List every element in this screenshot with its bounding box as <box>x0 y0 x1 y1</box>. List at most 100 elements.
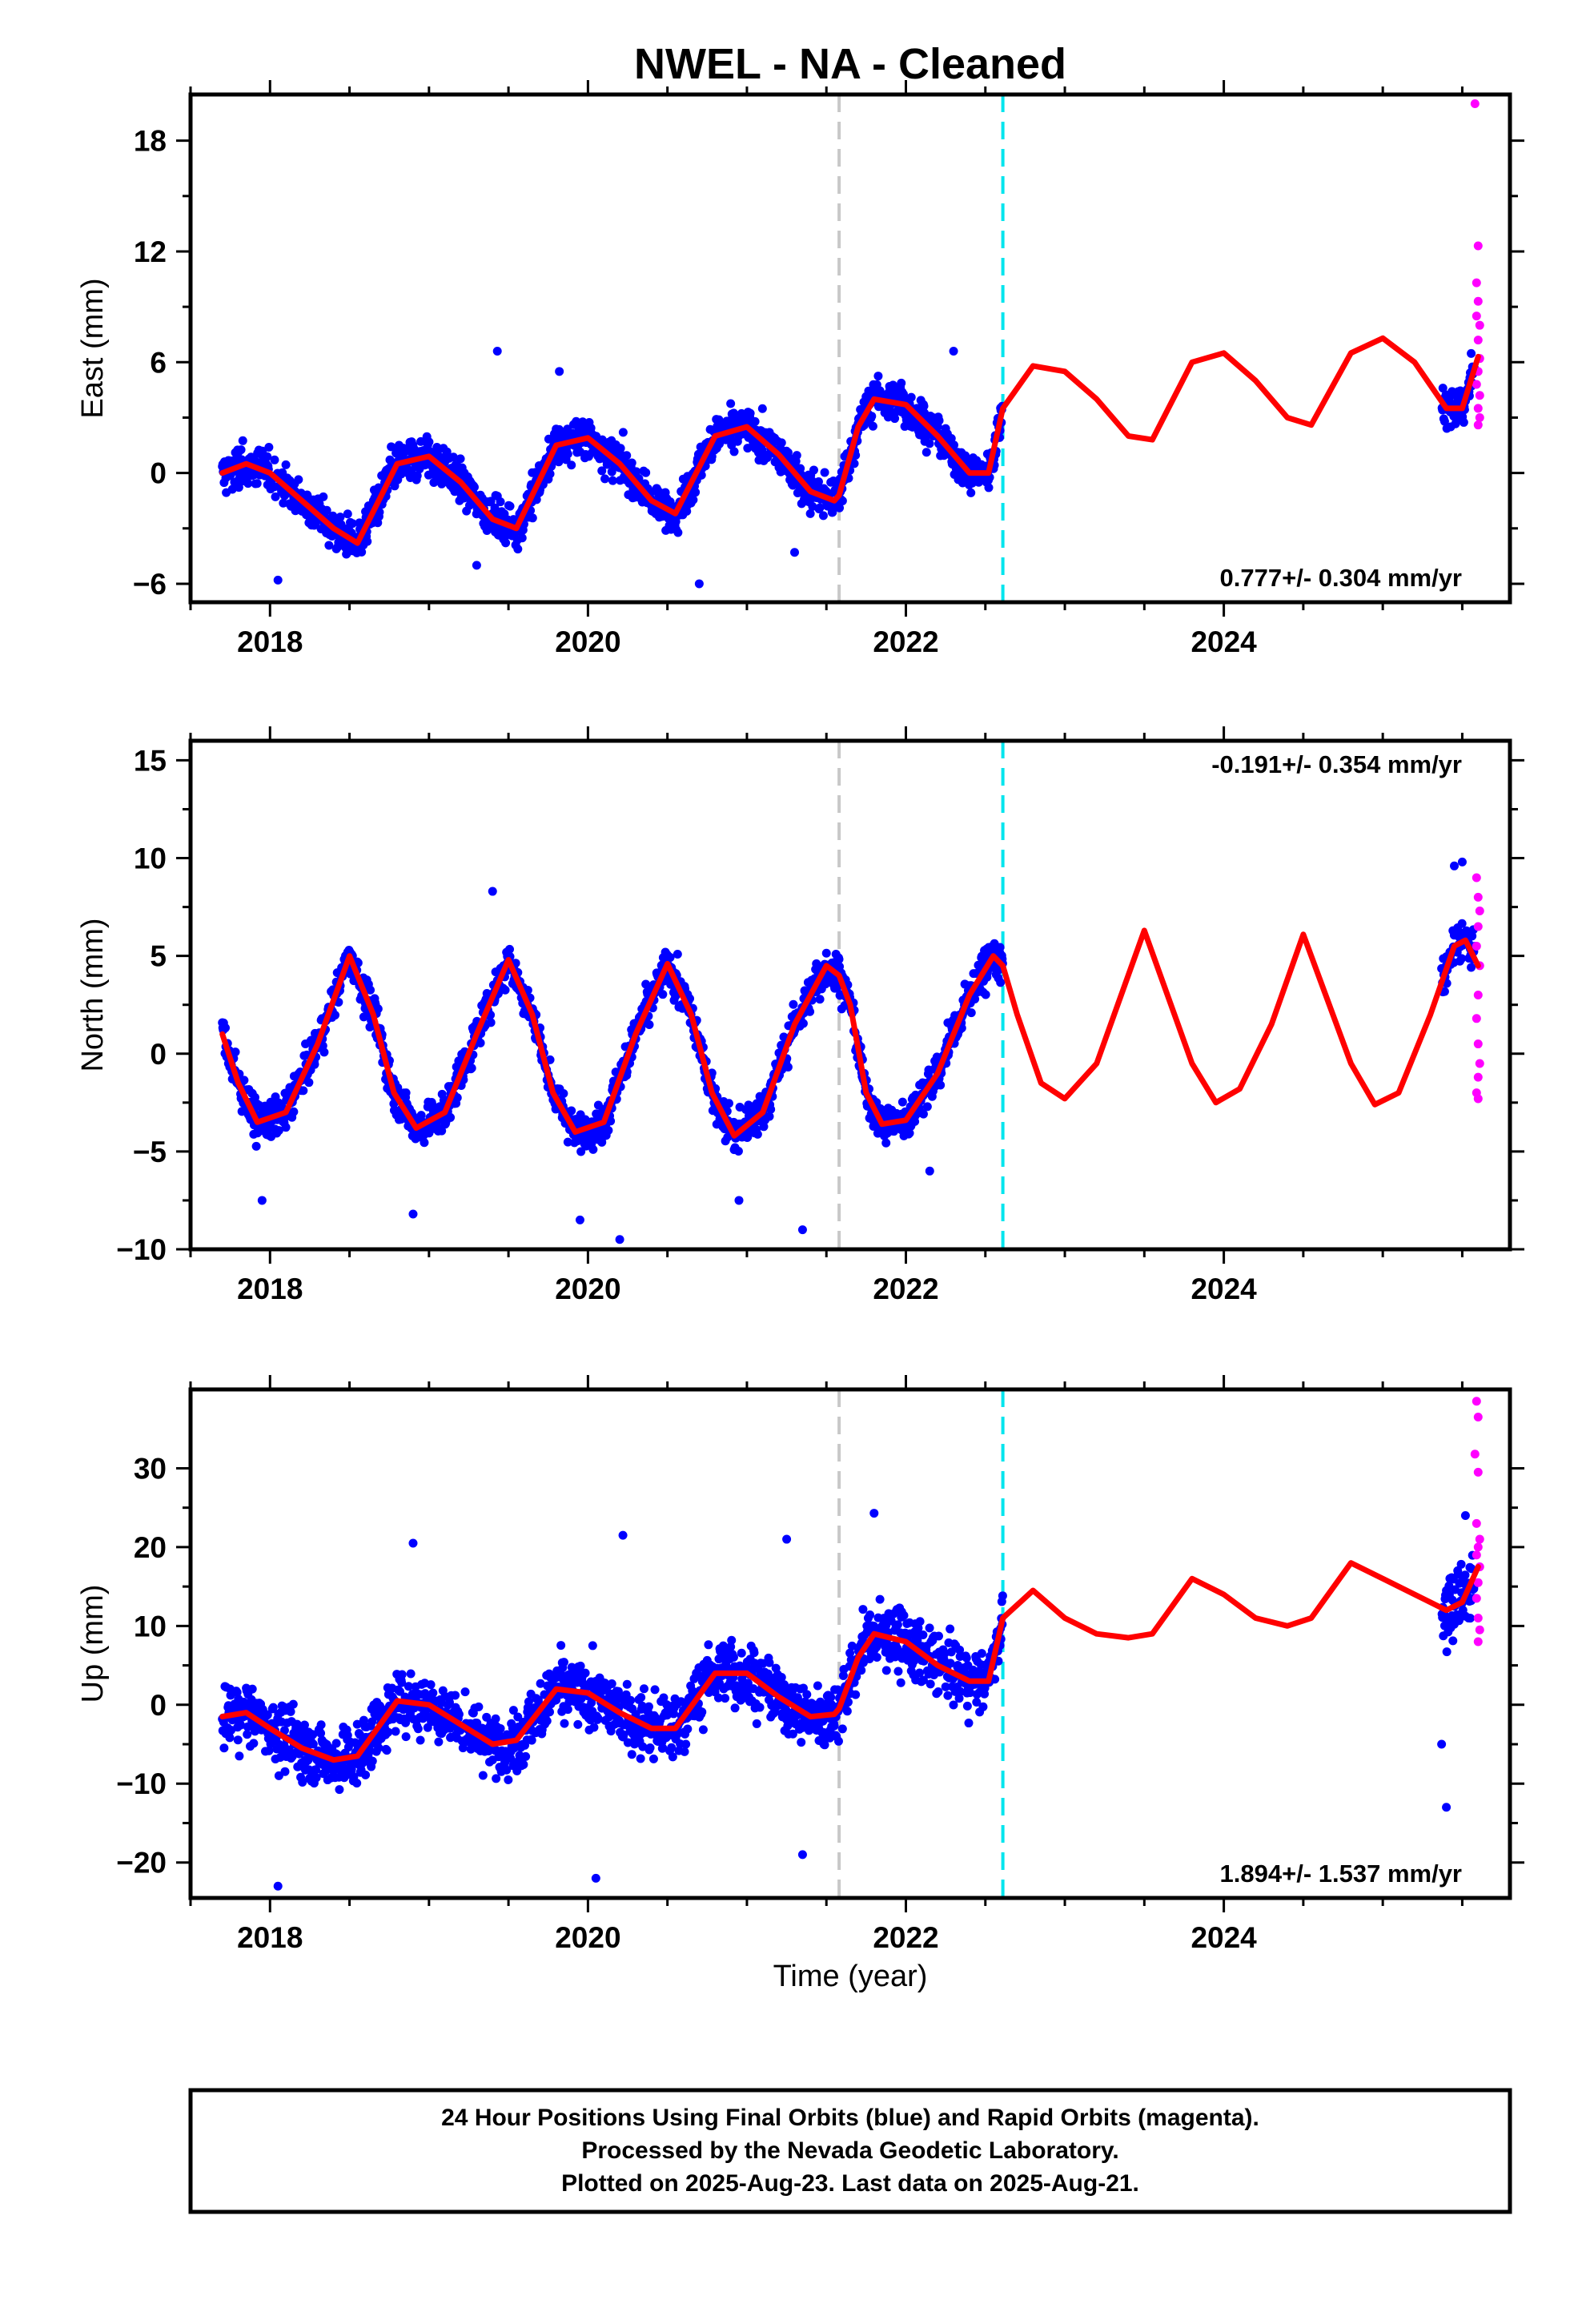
data-point <box>560 1719 569 1728</box>
data-point <box>1459 417 1468 427</box>
data-point <box>753 1129 762 1139</box>
data-point <box>225 1733 235 1743</box>
rapid-point <box>1472 1014 1481 1023</box>
data-point <box>298 1778 307 1787</box>
data-point <box>397 1678 407 1687</box>
rapid-point <box>1473 1094 1483 1104</box>
data-point <box>648 1754 658 1763</box>
rapid-point <box>1470 99 1480 109</box>
data-point <box>777 1672 786 1682</box>
rapid-point <box>1475 1059 1484 1068</box>
data-point <box>527 1735 536 1745</box>
data-point <box>934 1631 943 1641</box>
data-point <box>363 537 372 546</box>
data-point <box>919 401 929 411</box>
data-point <box>408 1209 418 1219</box>
data-point <box>838 1671 848 1680</box>
data-point <box>264 1746 274 1755</box>
data-point <box>962 1653 971 1663</box>
data-point <box>335 513 345 522</box>
data-point <box>851 1690 861 1699</box>
data-point <box>504 1775 513 1784</box>
data-point <box>396 1687 405 1696</box>
data-point <box>745 408 755 418</box>
data-point <box>805 1007 815 1016</box>
data-point <box>833 1736 843 1746</box>
data-point <box>627 1750 636 1759</box>
data-point <box>665 953 675 963</box>
data-point <box>416 436 426 446</box>
plot-frame <box>188 92 1512 605</box>
data-point <box>428 1688 438 1698</box>
data-point <box>238 436 247 445</box>
y-tick-label: 0 <box>150 457 167 490</box>
data-point <box>802 1690 812 1699</box>
data-point <box>587 1698 596 1707</box>
data-point <box>406 1669 416 1679</box>
data-point <box>658 990 668 999</box>
data-point <box>567 460 576 470</box>
rapid-point <box>1473 1072 1483 1082</box>
data-point <box>713 1693 723 1703</box>
data-point <box>777 438 786 448</box>
y-tick-label: 18 <box>134 125 167 158</box>
data-point <box>600 474 610 484</box>
data-point <box>815 503 825 513</box>
data-point <box>502 1765 512 1775</box>
data-point <box>486 1018 496 1027</box>
data-point <box>734 1196 744 1205</box>
data-point <box>1439 416 1449 426</box>
data-point <box>235 1751 244 1761</box>
data-point <box>236 445 246 455</box>
data-point <box>729 408 738 418</box>
data-point <box>790 548 800 557</box>
data-point <box>818 511 828 521</box>
data-point <box>331 1011 340 1020</box>
data-point <box>542 1716 552 1726</box>
data-point <box>536 1679 545 1688</box>
data-point <box>995 943 1005 952</box>
rapid-point <box>1475 906 1484 915</box>
data-point <box>733 1147 743 1156</box>
data-point <box>750 416 760 426</box>
data-point <box>270 455 279 464</box>
y-tick-label: 5 <box>150 940 167 973</box>
data-point <box>873 372 883 381</box>
data-point <box>401 1088 411 1098</box>
data-point <box>416 1735 425 1745</box>
data-point <box>274 1126 283 1136</box>
data-point <box>387 442 396 452</box>
data-point <box>797 1738 806 1747</box>
data-point <box>724 1099 733 1108</box>
data-point <box>252 479 262 489</box>
data-point <box>508 1706 518 1715</box>
data-point <box>412 471 422 480</box>
data-point <box>335 1785 344 1795</box>
data-point <box>618 428 628 437</box>
data-point <box>391 1727 400 1736</box>
data-point <box>251 1141 261 1151</box>
data-point <box>243 479 253 489</box>
data-point <box>504 944 514 954</box>
y-tick-label: −5 <box>133 1136 167 1168</box>
data-point <box>638 1742 648 1751</box>
data-point <box>788 1729 797 1739</box>
data-point <box>727 1635 737 1645</box>
data-point <box>401 1732 411 1742</box>
data-point <box>559 1658 568 1667</box>
data-point <box>299 1720 309 1730</box>
data-point <box>681 1739 691 1749</box>
data-point <box>496 1723 505 1733</box>
data-point <box>492 1774 501 1783</box>
data-point <box>918 1630 928 1639</box>
data-point <box>915 1617 925 1626</box>
data-point <box>680 1747 689 1756</box>
data-point <box>622 1679 632 1689</box>
data-point <box>943 1691 953 1700</box>
data-point <box>308 1730 318 1739</box>
data-point <box>743 1679 753 1688</box>
data-point <box>805 509 815 518</box>
data-point <box>299 1086 308 1096</box>
